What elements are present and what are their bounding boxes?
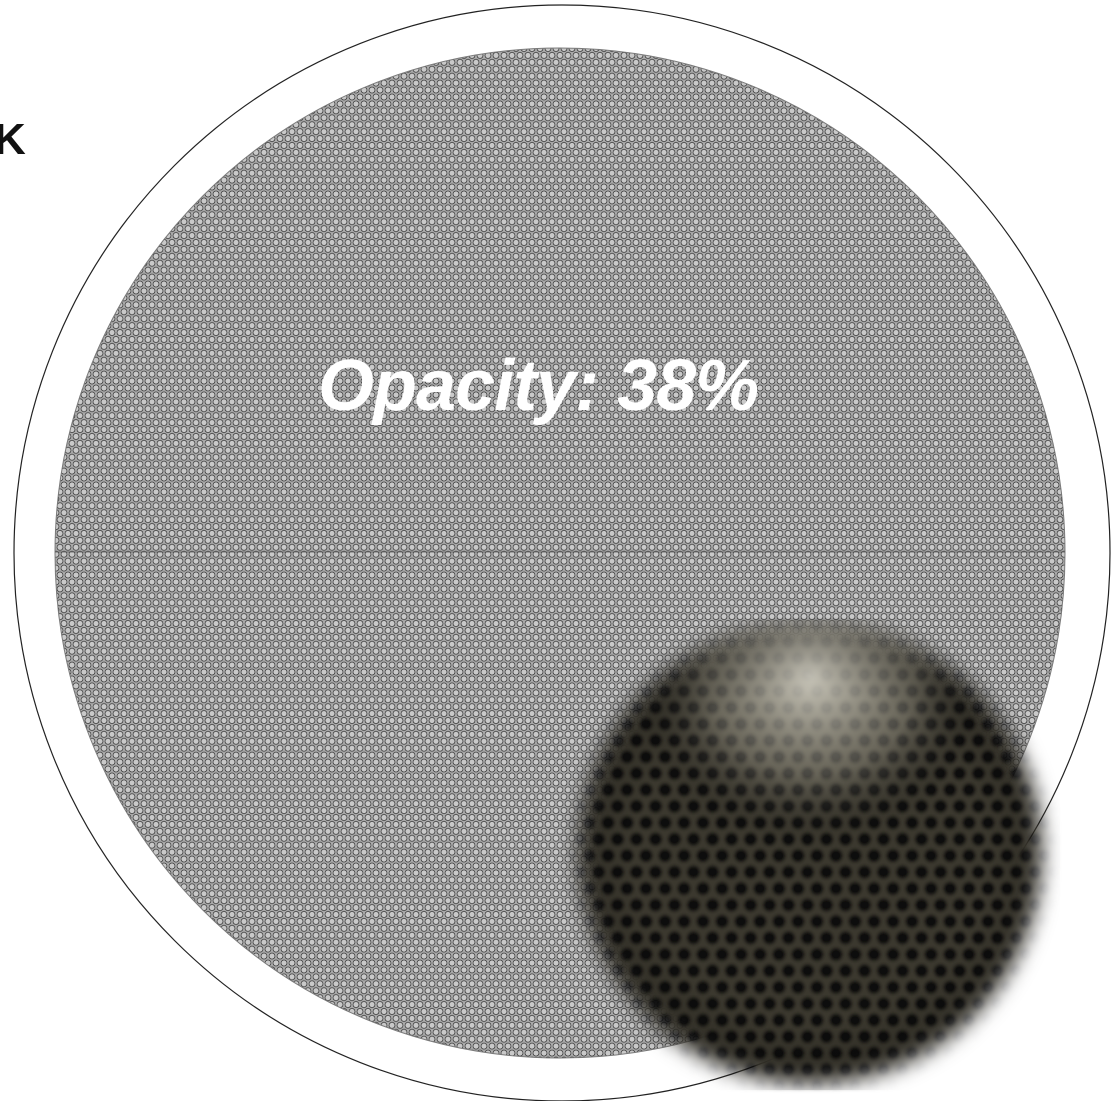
magnified-inset — [560, 620, 1060, 1090]
opacity-label: Opacity: 38% — [318, 346, 759, 426]
panel-letter: K — [0, 115, 26, 164]
